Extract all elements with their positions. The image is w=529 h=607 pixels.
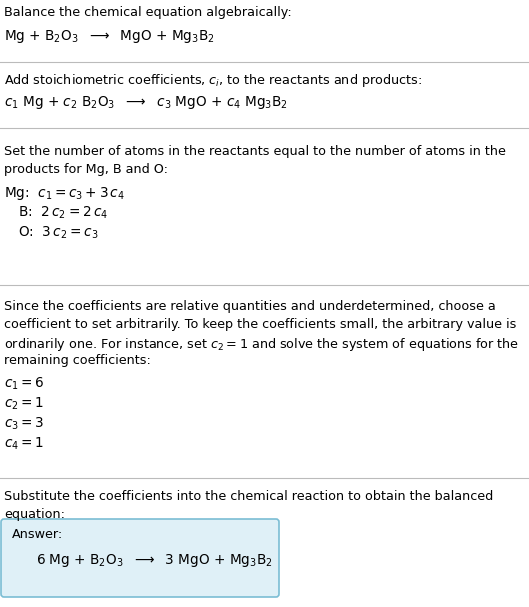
Text: 6 Mg + B$_2$O$_3$  $\longrightarrow$  3 MgO + Mg$_3$B$_2$: 6 Mg + B$_2$O$_3$ $\longrightarrow$ 3 Mg… xyxy=(36,552,273,569)
Text: coefficient to set arbitrarily. To keep the coefficients small, the arbitrary va: coefficient to set arbitrarily. To keep … xyxy=(4,318,516,331)
Text: equation:: equation: xyxy=(4,508,65,521)
Text: $c_1 = 6$: $c_1 = 6$ xyxy=(4,376,44,392)
Text: $c_4 = 1$: $c_4 = 1$ xyxy=(4,436,44,452)
FancyBboxPatch shape xyxy=(1,519,279,597)
Text: products for Mg, B and O:: products for Mg, B and O: xyxy=(4,163,168,176)
Text: Mg:  $c_1 = c_3 + 3\,c_4$: Mg: $c_1 = c_3 + 3\,c_4$ xyxy=(4,185,125,202)
Text: remaining coefficients:: remaining coefficients: xyxy=(4,354,151,367)
Text: $c_2 = 1$: $c_2 = 1$ xyxy=(4,396,44,412)
Text: Add stoichiometric coefficients, $c_i$, to the reactants and products:: Add stoichiometric coefficients, $c_i$, … xyxy=(4,72,422,89)
Text: Balance the chemical equation algebraically:: Balance the chemical equation algebraica… xyxy=(4,6,292,19)
Text: $c_1$ Mg + $c_2$ B$_2$O$_3$  $\longrightarrow$  $c_3$ MgO + $c_4$ Mg$_3$B$_2$: $c_1$ Mg + $c_2$ B$_2$O$_3$ $\longrighta… xyxy=(4,94,288,111)
Text: Answer:: Answer: xyxy=(12,528,63,541)
Text: O:  $3\,c_2 = c_3$: O: $3\,c_2 = c_3$ xyxy=(18,225,98,242)
Text: $c_3 = 3$: $c_3 = 3$ xyxy=(4,416,44,432)
Text: Since the coefficients are relative quantities and underdetermined, choose a: Since the coefficients are relative quan… xyxy=(4,300,496,313)
Text: Set the number of atoms in the reactants equal to the number of atoms in the: Set the number of atoms in the reactants… xyxy=(4,145,506,158)
Text: B:  $2\,c_2 = 2\,c_4$: B: $2\,c_2 = 2\,c_4$ xyxy=(18,205,108,222)
Text: ordinarily one. For instance, set $c_2 = 1$ and solve the system of equations fo: ordinarily one. For instance, set $c_2 =… xyxy=(4,336,519,353)
Text: Substitute the coefficients into the chemical reaction to obtain the balanced: Substitute the coefficients into the che… xyxy=(4,490,493,503)
Text: Mg + B$_2$O$_3$  $\longrightarrow$  MgO + Mg$_3$B$_2$: Mg + B$_2$O$_3$ $\longrightarrow$ MgO + … xyxy=(4,28,215,45)
